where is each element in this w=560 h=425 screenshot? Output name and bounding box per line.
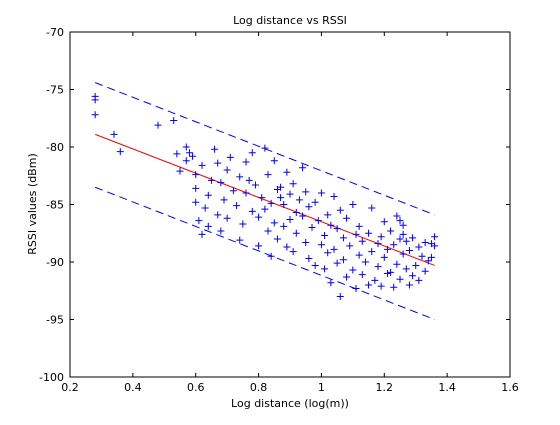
x-tick-label: 0.4 bbox=[124, 381, 142, 394]
y-tick-label: -90 bbox=[46, 256, 64, 269]
y-tick-label: -85 bbox=[46, 199, 64, 212]
chart-title: Log distance vs RSSI bbox=[233, 14, 347, 27]
x-tick-label: 0.8 bbox=[250, 381, 268, 394]
y-tick-label: -80 bbox=[46, 141, 64, 154]
y-tick-label: -70 bbox=[46, 26, 64, 39]
x-tick-label: 1 bbox=[318, 381, 325, 394]
y-tick-label: -95 bbox=[46, 314, 64, 327]
x-tick-label: 1.6 bbox=[501, 381, 519, 394]
x-tick-label: 1.2 bbox=[376, 381, 394, 394]
x-tick-label: 0.6 bbox=[187, 381, 205, 394]
y-tick-label: -100 bbox=[39, 371, 64, 384]
plot-area bbox=[70, 32, 510, 377]
x-axis-label: Log distance (log(m)) bbox=[231, 397, 349, 410]
y-axis-label: RSSI values (dBm) bbox=[26, 153, 39, 254]
y-tick-label: -75 bbox=[46, 84, 64, 97]
x-tick-label: 1.4 bbox=[438, 381, 456, 394]
